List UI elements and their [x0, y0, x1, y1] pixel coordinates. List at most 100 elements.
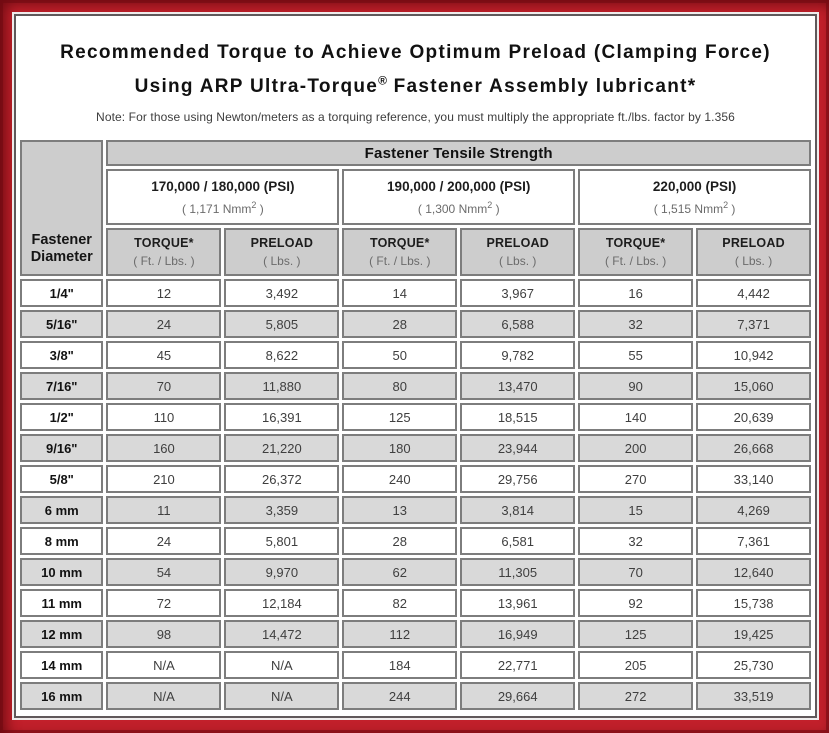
preload-value-cell: 3,359 — [224, 496, 340, 524]
title-line-2: Using ARP Ultra-Torque® Fastener Assembl… — [134, 74, 697, 98]
torque-value-cell: 16 — [578, 279, 694, 307]
torque-value-cell: 112 — [342, 620, 458, 648]
tensile-header-row: Fastener Diameter Fastener Tensile Stren… — [20, 140, 811, 276]
title-line-1: Recommended Torque to Achieve Optimum Pr… — [60, 42, 771, 63]
torque-value-cell: 92 — [578, 589, 694, 617]
psi-group-header-3: 220,000 (PSI) ( 1,515 Nmm2 ) — [578, 169, 811, 225]
fastener-diameter-cell: 12 mm — [20, 620, 104, 648]
table-row: 6 mm 11 3,359 13 3,814 15 4,269 — [20, 496, 811, 524]
preload-value-cell: 5,805 — [224, 310, 340, 338]
table-row: 1/4" 12 3,492 14 3,967 16 4,442 — [20, 279, 811, 307]
torque-value-cell: 28 — [342, 527, 458, 555]
nmm-subheader: ( 1,515 Nmm2 ) — [653, 199, 736, 216]
preload-value-cell: 16,949 — [460, 620, 576, 648]
preload-value-cell: 3,492 — [224, 279, 340, 307]
fastener-diameter-cell: 5/8" — [20, 465, 104, 493]
preload-value-cell: 5,801 — [224, 527, 340, 555]
torque-value-cell: 14 — [342, 279, 458, 307]
torque-value-cell: 272 — [578, 682, 694, 710]
torque-value-cell: 125 — [578, 620, 694, 648]
table-body: 1/4" 12 3,492 14 3,967 16 4,442 5/16" 24 5,805 28 6… — [20, 279, 811, 710]
preload-value-cell: 29,756 — [460, 465, 576, 493]
preload-value-cell: 16,391 — [224, 403, 340, 431]
torque-column-header: TORQUE* ( Ft. / Lbs. ) — [106, 228, 222, 276]
fastener-diameter-cell: 7/16" — [20, 372, 104, 400]
torque-value-cell: 24 — [106, 310, 222, 338]
table-row: 8 mm 24 5,801 28 6,581 32 7,361 — [20, 527, 811, 555]
preload-value-cell: N/A — [224, 651, 340, 679]
preload-value-cell: 13,470 — [460, 372, 576, 400]
fastener-diameter-cell: 6 mm — [20, 496, 104, 524]
torque-value-cell: 244 — [342, 682, 458, 710]
torque-value-cell: 98 — [106, 620, 222, 648]
preload-value-cell: 9,970 — [224, 558, 340, 586]
preload-value-cell: 23,944 — [460, 434, 576, 462]
torque-value-cell: 72 — [106, 589, 222, 617]
psi-header-row: 170,000 / 180,000 (PSI) ( 1,171 Nmm2 ) 1… — [20, 169, 811, 225]
fastener-diameter-cell: 10 mm — [20, 558, 104, 586]
torque-value-cell: 28 — [342, 310, 458, 338]
torque-value-cell: 160 — [106, 434, 222, 462]
preload-value-cell: 29,664 — [460, 682, 576, 710]
preload-value-cell: 18,515 — [460, 403, 576, 431]
torque-value-cell: 240 — [342, 465, 458, 493]
preload-value-cell: 15,738 — [696, 589, 811, 617]
preload-value-cell: 6,588 — [460, 310, 576, 338]
preload-column-header: PRELOAD ( Lbs. ) — [224, 228, 340, 276]
torque-value-cell: 210 — [106, 465, 222, 493]
fastener-diameter-cell: 5/16" — [20, 310, 104, 338]
torque-value-cell: 140 — [578, 403, 694, 431]
table-row: 10 mm 54 9,970 62 11,305 70 12,640 — [20, 558, 811, 586]
torque-value-cell: 11 — [106, 496, 222, 524]
torque-value-cell: 200 — [578, 434, 694, 462]
torque-value-cell: 184 — [342, 651, 458, 679]
torque-value-cell: 70 — [578, 558, 694, 586]
document-panel: Recommended Torque to Achieve Optimum Pr… — [12, 12, 819, 720]
preload-value-cell: 6,581 — [460, 527, 576, 555]
preload-column-header: PRELOAD ( Lbs. ) — [696, 228, 811, 276]
preload-value-cell: 33,519 — [696, 682, 811, 710]
psi-group-header-2: 190,000 / 200,000 (PSI) ( 1,300 Nmm2 ) — [342, 169, 576, 225]
torque-value-cell: 54 — [106, 558, 222, 586]
preload-value-cell: 21,220 — [224, 434, 340, 462]
torque-column-header: TORQUE* ( Ft. / Lbs. ) — [342, 228, 458, 276]
table-row: 12 mm 98 14,472 112 16,949 125 19,425 — [20, 620, 811, 648]
psi-label: 170,000 / 180,000 (PSI) — [151, 178, 295, 194]
fastener-diameter-cell: 1/2" — [20, 403, 104, 431]
preload-value-cell: 7,361 — [696, 527, 811, 555]
preload-value-cell: 25,730 — [696, 651, 811, 679]
table-row: 11 mm 72 12,184 82 13,961 92 15,738 — [20, 589, 811, 617]
table-row: 16 mm N/A N/A 244 29,664 272 33,519 — [20, 682, 811, 710]
torque-value-cell: 32 — [578, 310, 694, 338]
preload-value-cell: N/A — [224, 682, 340, 710]
preload-value-cell: 12,184 — [224, 589, 340, 617]
torque-column-header: TORQUE* ( Ft. / Lbs. ) — [578, 228, 694, 276]
torque-value-cell: 90 — [578, 372, 694, 400]
fastener-diameter-cell: 14 mm — [20, 651, 104, 679]
torque-value-cell: 55 — [578, 341, 694, 369]
psi-group-header-1: 170,000 / 180,000 (PSI) ( 1,171 Nmm2 ) — [106, 169, 340, 225]
preload-value-cell: 3,814 — [460, 496, 576, 524]
table-row: 5/16" 24 5,805 28 6,588 32 7,371 — [20, 310, 811, 338]
preload-value-cell: 11,305 — [460, 558, 576, 586]
torque-table: Fastener Diameter Fastener Tensile Stren… — [17, 137, 814, 713]
table-row: 3/8" 45 8,622 50 9,782 55 10,942 — [20, 341, 811, 369]
page-title: Recommended Torque to Achieve Optimum Pr… — [16, 16, 815, 101]
torque-value-cell: 180 — [342, 434, 458, 462]
preload-value-cell: 26,668 — [696, 434, 811, 462]
preload-value-cell: 13,961 — [460, 589, 576, 617]
preload-value-cell: 22,771 — [460, 651, 576, 679]
measure-header-row: TORQUE* ( Ft. / Lbs. ) PRELOAD ( Lbs. ) … — [20, 228, 811, 276]
preload-value-cell: 8,622 — [224, 341, 340, 369]
torque-value-cell: 110 — [106, 403, 222, 431]
torque-value-cell: 24 — [106, 527, 222, 555]
table-row: 1/2" 110 16,391 125 18,515 140 20,639 — [20, 403, 811, 431]
note-text: Note: For those using Newton/meters as a… — [96, 110, 735, 125]
preload-value-cell: 14,472 — [224, 620, 340, 648]
preload-value-cell: 15,060 — [696, 372, 811, 400]
fastener-diameter-cell: 11 mm — [20, 589, 104, 617]
nmm-subheader: ( 1,300 Nmm2 ) — [417, 199, 500, 216]
torque-value-cell: 125 — [342, 403, 458, 431]
preload-value-cell: 20,639 — [696, 403, 811, 431]
